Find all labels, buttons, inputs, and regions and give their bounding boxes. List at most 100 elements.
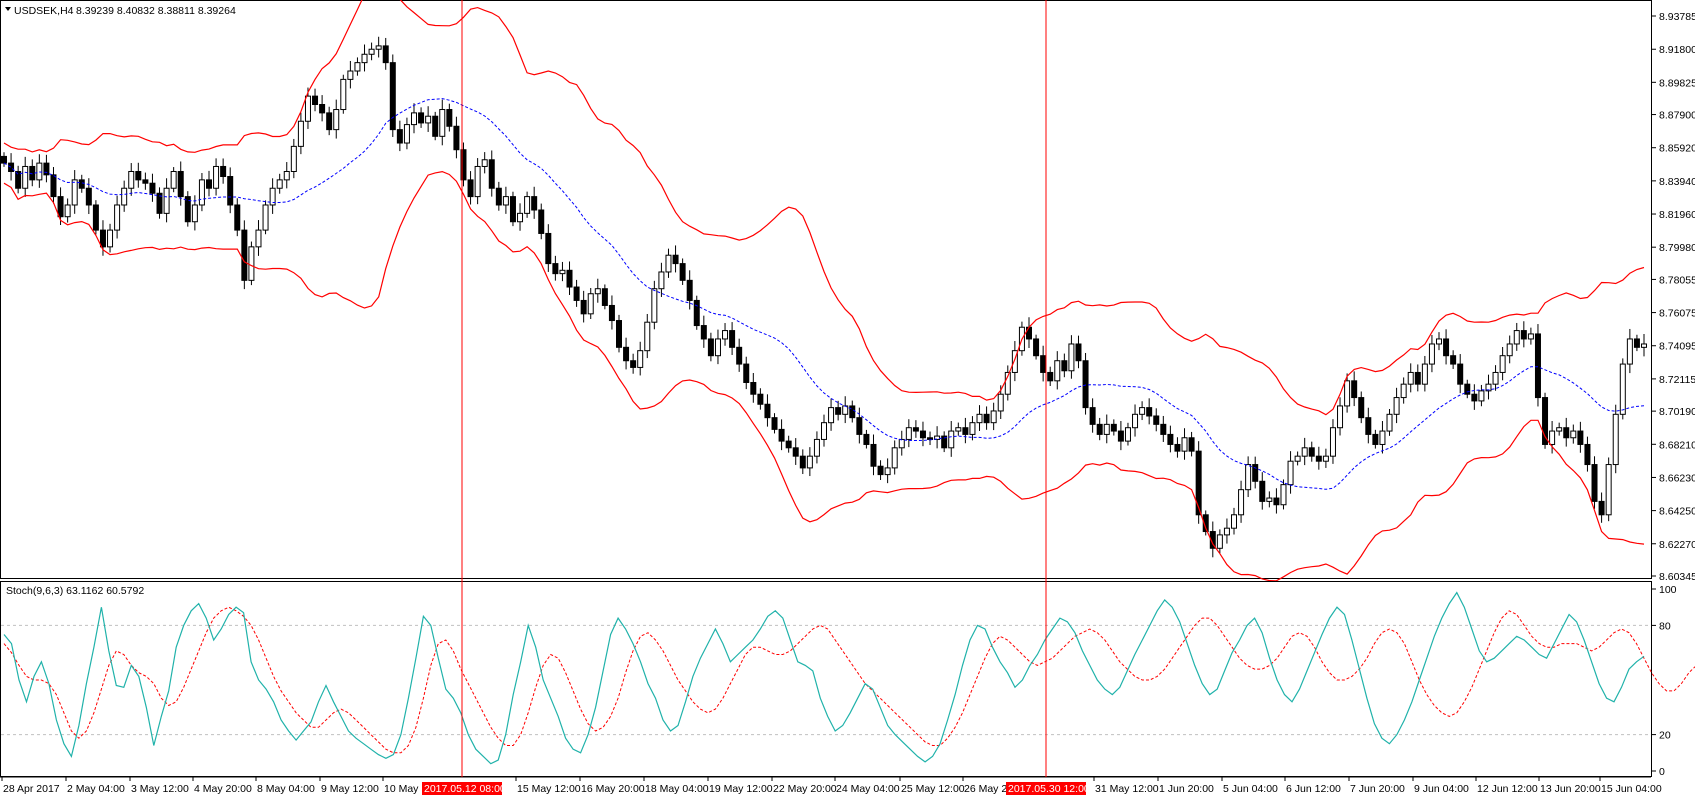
bearish-candle-body — [1167, 433, 1174, 445]
time-marker-label: 2017.05.12 08:00 — [424, 783, 506, 795]
time-axis[interactable]: 28 Apr 2017 2 May 04:00 3 May 12:00 4 May 2… — [0, 0, 1662, 795]
bullish-candle-body — [1054, 360, 1061, 382]
bearish-candle-body — [877, 465, 884, 476]
stochastic-panel[interactable]: 100 80 20 0 Stoch(9,6,3) 63.1162 60.5792 — [0, 581, 1695, 779]
candle — [198, 172, 205, 212]
candle — [1266, 491, 1273, 508]
candle — [142, 172, 149, 190]
bearish-candle-body — [771, 417, 778, 430]
bearish-candle-body — [1174, 443, 1181, 452]
bearish-candle-body — [1, 155, 7, 164]
bullish-candle-body — [1506, 343, 1513, 357]
bollinger-lower-band — [3, 170, 1645, 582]
candle — [128, 163, 135, 196]
candle — [64, 198, 71, 223]
bullish-candle-body — [637, 350, 644, 368]
bullish-candle-body — [1393, 397, 1400, 415]
bearish-candle-body — [326, 112, 333, 131]
bearish-candle-body — [467, 179, 474, 198]
bearish-candle-body — [785, 440, 792, 449]
stochastic-axis[interactable]: 100 80 20 0 — [1651, 584, 1677, 778]
price-axis[interactable]: 8.93785 8.91800 8.89825 8.87900 8.85920 8.839… — [1651, 11, 1695, 583]
candle — [672, 245, 679, 273]
bullish-candle-body — [297, 120, 304, 147]
candle — [1400, 377, 1407, 404]
candle — [50, 167, 57, 204]
bullish-candle-body — [905, 427, 912, 440]
bearish-candle-body — [1209, 531, 1216, 549]
bearish-candle-body — [778, 428, 785, 442]
bearish-candle-body — [1577, 430, 1584, 445]
bearish-candle-body — [1542, 397, 1549, 445]
bearish-candle-body — [234, 204, 241, 231]
bullish-candle-body — [722, 330, 729, 340]
candle — [1358, 391, 1365, 424]
candle — [488, 150, 495, 197]
candle — [587, 287, 594, 320]
bullish-candle-body — [198, 179, 205, 206]
candle — [163, 178, 170, 223]
candle — [121, 180, 128, 212]
candle — [877, 460, 884, 480]
candle — [1393, 387, 1400, 424]
bearish-candle-body — [1464, 383, 1471, 395]
candle — [1570, 424, 1577, 444]
time-marker-tag — [422, 782, 502, 795]
candle — [531, 186, 538, 219]
bearish-candle-body — [509, 196, 516, 223]
candle — [149, 173, 156, 202]
bullish-candle-body — [1612, 413, 1619, 466]
bullish-candle-body — [1238, 489, 1245, 516]
price-panel[interactable]: 8.93785 8.91800 8.89825 8.87900 8.85920 8.839… — [0, 0, 1695, 583]
bullish-candle-body — [121, 187, 128, 206]
bearish-candle-body — [623, 346, 630, 362]
candle — [566, 261, 573, 295]
bearish-candle-body — [736, 346, 743, 365]
candle — [962, 417, 969, 444]
time-tick-label: 19 May 12:00 — [709, 783, 773, 795]
time-tick-label: 9 May 12:00 — [321, 783, 379, 795]
candle — [206, 170, 212, 197]
bearish-candle-body — [50, 174, 57, 198]
candle — [1146, 398, 1153, 425]
time-tick-label: 12 Jun 12:00 — [1477, 783, 1538, 795]
candle — [764, 394, 771, 427]
time-tick-label: 25 May 12:00 — [901, 783, 965, 795]
candle — [771, 413, 778, 434]
candle — [1513, 322, 1520, 351]
candle — [700, 315, 707, 348]
bearish-candle-body — [1188, 437, 1195, 452]
candle — [389, 54, 396, 137]
bullish-candle-body — [1322, 455, 1329, 462]
stochastic-plot-area — [1, 591, 1695, 765]
bullish-candle-body — [269, 187, 276, 206]
bearish-candle-body — [1414, 371, 1421, 385]
bearish-candle-body — [184, 196, 191, 223]
candle — [1591, 456, 1598, 509]
bearish-candle-body — [757, 393, 764, 405]
bearish-candle-body — [1315, 455, 1322, 462]
bullish-candle-body — [368, 48, 375, 55]
candle — [1181, 428, 1188, 460]
bullish-candle-body — [1068, 343, 1075, 372]
candle — [347, 60, 354, 89]
bearish-candle-body — [1160, 423, 1167, 435]
bullish-candle-body — [283, 170, 290, 181]
candle — [608, 295, 615, 330]
candle — [467, 171, 474, 205]
bearish-candle-body — [319, 104, 326, 114]
candle — [1195, 441, 1202, 524]
bearish-candle-body — [538, 209, 545, 234]
symbol-menu-arrow-icon[interactable] — [5, 7, 11, 11]
candle — [312, 88, 319, 112]
candle — [665, 248, 672, 278]
bearish-candle-body — [912, 427, 919, 432]
candle — [1641, 333, 1647, 357]
candle — [354, 57, 361, 76]
bearish-candle-body — [1598, 500, 1605, 516]
bullish-candle-body — [1400, 383, 1407, 399]
candle — [1633, 334, 1640, 352]
bearish-candle-body — [149, 182, 156, 194]
bullish-candle-body — [1139, 407, 1146, 415]
